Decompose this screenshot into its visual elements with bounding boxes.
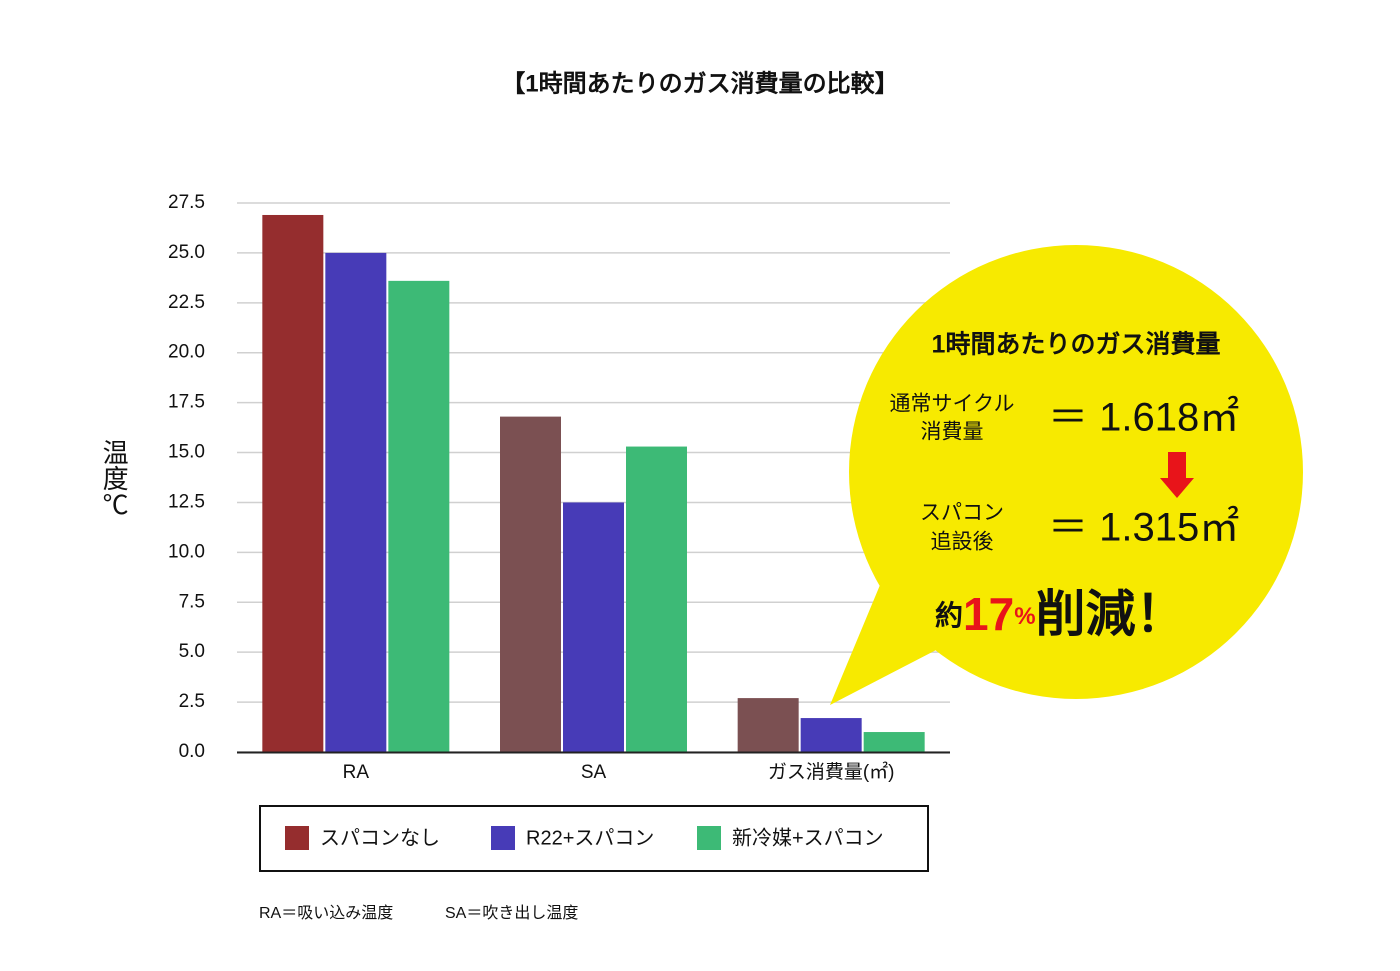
y-tick-label: 10.0	[168, 541, 205, 562]
callout-label: 消費量	[921, 421, 984, 444]
plot-area: 0.0 2.5 5.0 7.5 10.0 12.5 15.0 17.5 20.0 22.5 25.0…	[168, 192, 950, 783]
legend-label: 新冷媒+スパコン	[732, 826, 884, 849]
bar	[388, 280, 450, 752]
y-tick-label: 15.0	[168, 442, 205, 463]
legend-label: R22+スパコン	[526, 827, 654, 849]
result-prefix: 約	[935, 599, 963, 631]
result-number: 17	[963, 588, 1014, 640]
x-tick-label: ガス消費量(㎡)	[768, 760, 895, 783]
legend-swatch	[697, 826, 721, 850]
legend-swatch	[491, 826, 515, 850]
callout-bubble	[849, 245, 1303, 699]
callout-title: 1時間あたりのガス消費量	[932, 330, 1221, 359]
bar	[863, 732, 925, 752]
bar	[800, 718, 862, 752]
y-tick-label: 2.5	[179, 691, 205, 712]
y-tick-label: 25.0	[168, 242, 205, 263]
bar	[563, 502, 624, 752]
footnote: SA＝吹き出し温度	[445, 904, 578, 922]
legend: スパコンなし R22+スパコン 新冷媒+スパコン	[285, 826, 884, 850]
y-tick-label: 5.0	[179, 641, 205, 662]
legend-label: スパコンなし	[320, 827, 440, 849]
footnote: RA＝吸い込み温度	[259, 904, 393, 922]
legend-swatch	[285, 826, 309, 850]
y-tick-label: 20.0	[168, 342, 205, 363]
y-tick-label: 27.5	[168, 192, 205, 213]
bar	[325, 252, 387, 752]
bar	[737, 698, 799, 752]
down-arrow	[1160, 452, 1194, 498]
y-tick-label: 22.5	[168, 292, 205, 313]
y-tick-label: 12.5	[168, 491, 205, 512]
callout-label: 通常サイクル	[890, 393, 1015, 416]
callout-value: ＝ 1.315㎡	[1048, 506, 1239, 550]
chart-title: 【1時間あたりのガス消費量の比較】	[501, 69, 898, 97]
bar	[262, 214, 324, 753]
result-text: 削減！	[1036, 586, 1186, 642]
x-tick-label: RA	[343, 762, 370, 783]
callout-result: 約17%削減！	[935, 586, 1186, 642]
callout-label: 追設後	[931, 531, 994, 554]
y-tick-label: 0.0	[179, 741, 205, 762]
y-tick-label: 7.5	[179, 591, 205, 612]
y-axis-label: 温度℃	[99, 439, 129, 517]
callout: 1時間あたりのガス消費量 通常サイクル 消費量 ＝ 1.618㎡ スパコン 追設…	[830, 245, 1303, 705]
legend-box	[259, 805, 929, 872]
callout-value: ＝ 1.618㎡	[1048, 396, 1239, 440]
callout-tail	[830, 585, 940, 705]
result-unit: %	[1014, 603, 1035, 630]
y-tick-label: 17.5	[168, 392, 205, 413]
bar	[500, 416, 561, 752]
x-tick-label: SA	[581, 762, 607, 783]
callout-label: スパコン	[920, 502, 1004, 525]
bar	[626, 446, 687, 752]
